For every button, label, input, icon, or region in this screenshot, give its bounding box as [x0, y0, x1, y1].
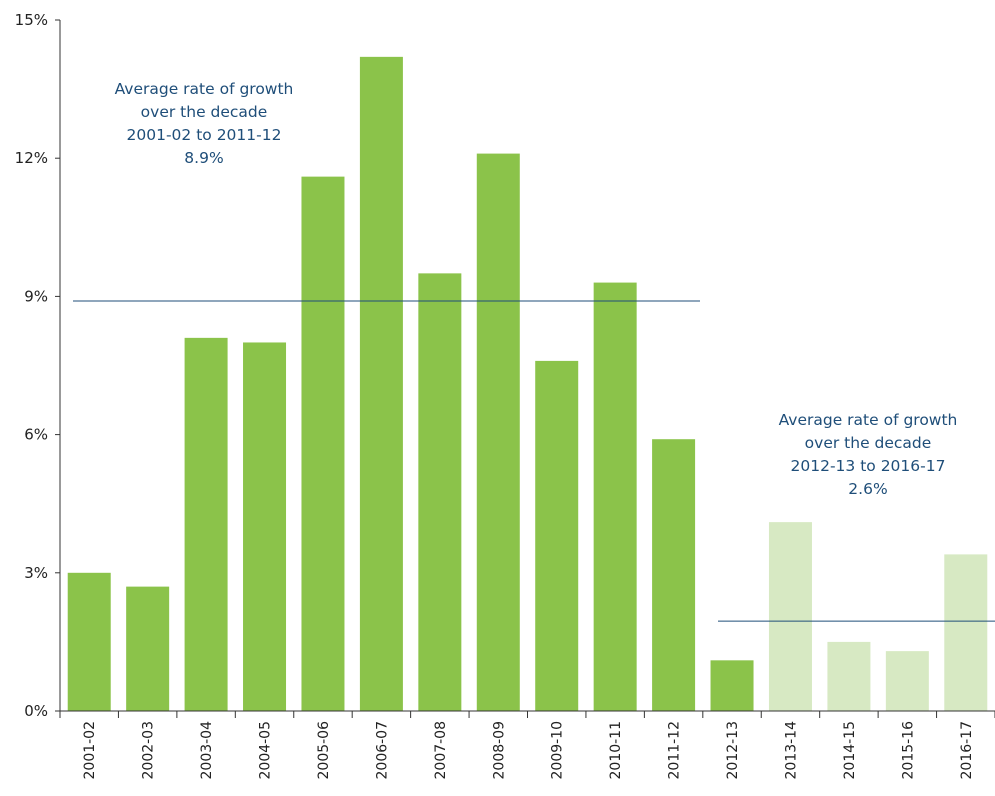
x-tick-label: 2004-05	[258, 721, 274, 780]
bar-2006-07	[359, 56, 403, 711]
x-tick-label: 2003-04	[199, 721, 215, 780]
bar-2008-09	[476, 153, 520, 712]
average-annotation-2: Average rate of growth over the decade 201…	[779, 411, 958, 498]
bar-2009-10	[535, 360, 579, 711]
annotation-line: over the decade	[805, 434, 932, 452]
x-tick-label: 2013-14	[783, 721, 799, 780]
x-tick-label: 2008-09	[491, 721, 507, 780]
x-tick-label: 2015-16	[900, 721, 916, 780]
bar-2015-16	[885, 651, 929, 711]
bar-2014-15	[827, 641, 871, 711]
x-tick-label: 2009-10	[550, 721, 566, 780]
x-axis: 2001-02 2002-03 2003-04 2004-05 2005-06 2006-…	[59, 710, 995, 780]
bar-2011-12	[652, 439, 696, 711]
average-annotation-1: Average rate of growth over the decade 200…	[115, 80, 294, 167]
annotation-line: 2012-13 to 2016-17	[791, 457, 946, 475]
y-tick-label: 3%	[24, 564, 48, 582]
bar-2002-03	[126, 586, 170, 711]
x-tick-label: 2011-12	[667, 721, 683, 780]
x-tick-label: 2001-02	[82, 721, 98, 780]
annotation-line: over the decade	[141, 103, 268, 121]
bar-2001-02	[67, 572, 111, 711]
x-tick-label: 2007-08	[433, 721, 449, 780]
x-tick-label: 2016-17	[959, 721, 975, 780]
bar-2005-06	[301, 176, 345, 712]
y-tick-label: 6%	[24, 426, 48, 444]
x-tick-label: 2010-11	[608, 721, 624, 780]
x-tick-label: 2005-06	[316, 721, 332, 780]
annotation-line: Average rate of growth	[115, 80, 294, 98]
annotation-line: 2001-02 to 2011-12	[127, 126, 282, 144]
bar-2003-04	[184, 337, 228, 711]
bar-2010-11	[593, 282, 637, 711]
x-tick-label: 2014-15	[842, 721, 858, 780]
x-tick-label: 2012-13	[725, 721, 741, 780]
annotation-line: 2.6%	[848, 480, 887, 498]
y-tick-label: 12%	[15, 149, 48, 167]
annotation-line: Average rate of growth	[779, 411, 958, 429]
x-tick-label: 2002-03	[141, 721, 157, 780]
bar-2007-08	[418, 273, 462, 711]
x-tick-label: 2006-07	[374, 721, 390, 780]
bar-2013-14	[768, 522, 812, 711]
y-tick-label: 9%	[24, 287, 48, 305]
bar-2016-17	[944, 554, 988, 711]
reference-lines	[73, 300, 995, 622]
annotations: Average rate of growth over the decade 200…	[115, 80, 958, 498]
y-axis: 0% 3% 6% 9% 12% 15%	[15, 11, 61, 720]
bar-2012-13	[710, 660, 754, 711]
bar-2004-05	[243, 342, 287, 711]
y-tick-label: 15%	[15, 11, 48, 29]
y-tick-label: 0%	[24, 702, 48, 720]
annotation-line: 8.9%	[184, 149, 223, 167]
bars	[67, 56, 988, 712]
